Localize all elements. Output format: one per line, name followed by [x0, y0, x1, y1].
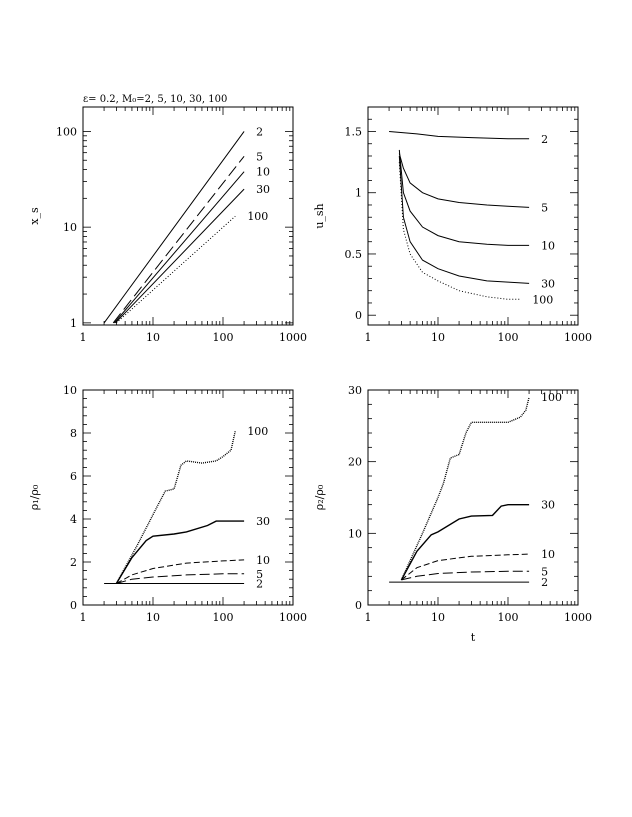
y-tick-label: 1 — [70, 317, 77, 330]
y-tick-label: 10 — [348, 527, 362, 540]
x-tick-label: 1 — [365, 611, 372, 624]
series-label-30: 30 — [256, 183, 270, 196]
chart-title: ε= 0.2, M₀=2, 5, 10, 30, 100 — [83, 94, 227, 105]
panel-rho2: 1 10 100 1000 0 10 20 30 ρ₂/ρ₀ t 25 10 30 100 — [313, 384, 592, 644]
series-line-100 — [400, 397, 530, 581]
x-tick-label: 100 — [213, 611, 234, 624]
series-label-10: 10 — [541, 548, 555, 561]
series-line-100 — [398, 162, 521, 300]
y-axis-label: ρ₂/ρ₀ — [313, 484, 326, 510]
y-tick-label: 2 — [70, 556, 77, 569]
plot-frame — [367, 106, 579, 326]
series-label-100: 100 — [532, 293, 553, 306]
x-tick-label: 1000 — [279, 331, 307, 344]
series-line-5 — [116, 573, 245, 584]
series-line-5 — [112, 155, 245, 324]
series-line-2 — [103, 131, 245, 324]
plot-frame — [367, 389, 579, 606]
x-tick-label: 1000 — [564, 611, 592, 624]
x-axis-label: t — [471, 631, 476, 644]
y-tick-label: 10 — [63, 384, 77, 397]
series-line-100 — [115, 430, 236, 584]
y-tick-label: 0 — [70, 599, 77, 612]
x-tick-label: 10 — [146, 611, 160, 624]
y-tick-label: 100 — [56, 125, 77, 138]
series-label-5: 5 — [541, 565, 548, 578]
y-tick-label: 8 — [70, 427, 77, 440]
x-tick-label: 1000 — [564, 331, 592, 344]
x-tick-label: 1 — [80, 611, 87, 624]
series-line-10 — [116, 559, 245, 584]
x-tick-label: 10 — [146, 331, 160, 344]
series-label-30: 30 — [541, 499, 555, 512]
y-axis-label: x_s — [28, 207, 41, 225]
x-tick-label: 10 — [431, 331, 445, 344]
series-line-10 — [401, 553, 530, 581]
series-label-30: 30 — [541, 277, 555, 290]
series-line-30 — [115, 520, 245, 584]
x-tick-label: 100 — [498, 611, 519, 624]
x-tick-label: 100 — [498, 331, 519, 344]
series-line-5 — [398, 153, 530, 208]
series-line-5 — [401, 570, 530, 581]
x-tick-label: 1000 — [279, 611, 307, 624]
series-label-5: 5 — [256, 568, 263, 581]
plot-frame — [82, 389, 294, 606]
series-line-30 — [115, 188, 245, 324]
plot-frame — [82, 106, 294, 326]
y-axis-label: ρ₁/ρ₀ — [28, 484, 41, 510]
series-line-2 — [389, 131, 530, 140]
series-label-30: 30 — [256, 515, 270, 528]
panel-ush: 1 10 100 1000 0 0.5 1 1.5 u_sh 2 5 10 30 100 — [313, 106, 592, 344]
series-label-5: 5 — [256, 150, 263, 163]
y-tick-label: 6 — [70, 470, 77, 483]
series-label-100: 100 — [247, 425, 268, 438]
series-line-100 — [116, 215, 236, 324]
series-label-100: 100 — [247, 210, 268, 223]
y-tick-label: 1 — [355, 187, 362, 200]
y-tick-label: 20 — [348, 456, 362, 469]
x-tick-label: 10 — [431, 611, 445, 624]
series-line-10 — [398, 149, 530, 246]
series-label-5: 5 — [541, 201, 548, 214]
series-label-2: 2 — [256, 578, 263, 591]
series-line-30 — [398, 155, 530, 284]
y-axis-label: u_sh — [313, 203, 326, 228]
y-tick-label: 1.5 — [345, 125, 363, 138]
series-label-2: 2 — [541, 133, 548, 146]
x-tick-label: 1 — [365, 331, 372, 344]
y-tick-label: 4 — [70, 513, 77, 526]
series-label-10: 10 — [256, 554, 270, 567]
series-line-30 — [400, 504, 530, 581]
y-tick-label: 30 — [348, 384, 362, 397]
series-label-2: 2 — [541, 576, 548, 589]
y-tick-label: 0 — [355, 309, 362, 322]
series-label-10: 10 — [256, 166, 270, 179]
y-tick-label: 0.5 — [345, 248, 363, 261]
y-tick-label: 10 — [63, 221, 77, 234]
x-tick-label: 1 — [80, 331, 87, 344]
panel-xs: 1 10 100 1000 1 10 100 x_s ε= 0.2, M₀=2, 5, 10, … — [28, 94, 307, 344]
series-label-100: 100 — [541, 391, 562, 404]
series-line-10 — [113, 171, 245, 324]
series-label-10: 10 — [541, 239, 555, 252]
series-label-2: 2 — [256, 125, 263, 138]
x-tick-label: 100 — [213, 331, 234, 344]
y-tick-label: 0 — [355, 599, 362, 612]
